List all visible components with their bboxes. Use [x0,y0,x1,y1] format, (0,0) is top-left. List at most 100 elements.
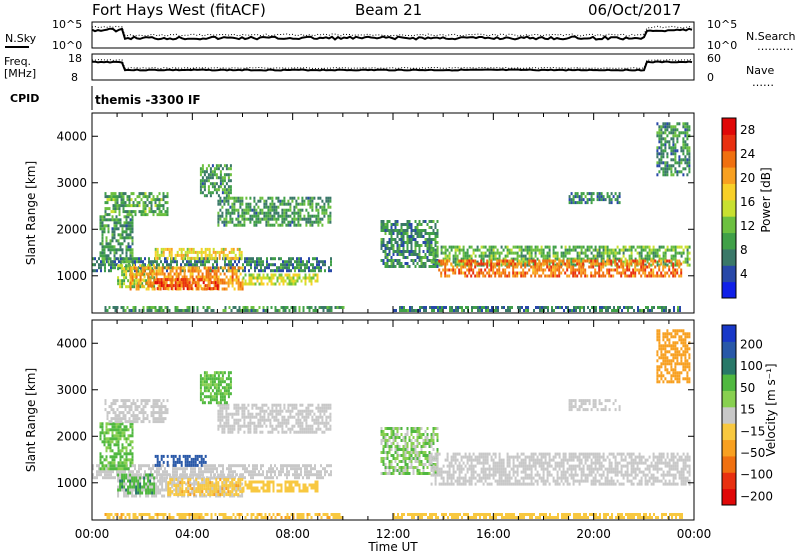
heatmap-cell [201,170,204,174]
heatmap-cell [219,182,222,186]
heatmap-cell [470,245,473,249]
heatmap-cell [268,276,271,280]
heatmap-cell [618,201,621,205]
heatmap-cell [230,263,232,267]
heatmap-cell [158,309,161,312]
heatmap-cell [298,260,300,264]
heatmap-cell [548,268,551,272]
heatmap-cell [471,309,473,312]
heatmap-cell [682,149,685,153]
heatmap-cell [136,204,139,208]
heatmap-cell [161,485,164,489]
heatmap-cell [162,281,165,285]
heatmap-cell [150,207,153,211]
heatmap-cell [590,198,593,202]
heatmap-cell [259,217,262,221]
heatmap-cell [390,235,393,238]
heatmap-cell [317,208,320,212]
heatmap-cell [153,287,156,291]
heatmap-cell [219,488,222,492]
heatmap-cell [117,425,120,429]
heatmap-cell [223,272,226,276]
heatmap-cell [139,281,142,285]
heatmap-cell [203,479,206,483]
heatmap-cell [125,464,128,468]
heatmap-cell [147,482,150,486]
heatmap-cell [221,281,224,285]
heatmap-cell [207,281,210,285]
heatmap-cell [634,274,637,278]
heatmap-cell [662,149,665,153]
heatmap-cell [498,268,501,272]
heatmap-cell [148,195,151,199]
heatmap-cell [229,278,232,282]
heatmap-cell [184,470,186,474]
heatmap-cell [316,276,319,280]
heatmap-cell [441,306,443,309]
heatmap-cell [598,195,601,199]
heatmap-cell [118,417,121,421]
heatmap-cell [290,276,293,280]
heatmap-cell [196,309,199,312]
heatmap-cell [129,278,132,282]
heatmap-cell [199,191,202,195]
heatmap-cell [103,464,106,468]
heatmap-cell [637,306,639,309]
heatmap-cell [94,476,96,480]
heatmap-cell [277,196,280,200]
heatmap-cell [156,399,159,403]
heatmap-cell [550,274,553,278]
heatmap-cell [602,195,605,199]
heatmap-cell [460,257,463,261]
heatmap-cell [564,245,567,249]
heatmap-cell [142,399,145,403]
heatmap-cell [219,202,222,206]
heatmap-cell [152,195,155,199]
heatmap-cell [131,270,134,274]
heatmap-cell [432,257,435,261]
heatmap-cell [552,259,555,263]
heatmap-cell [137,281,140,285]
heatmap-cell [286,273,289,277]
heatmap-cell [610,198,613,202]
heatmap-cell [122,207,125,211]
heatmap-cell [250,266,252,270]
heatmap-cell [303,214,306,218]
heatmap-cell [248,464,250,468]
heatmap-cell [280,470,282,474]
heatmap-cell [117,239,120,243]
heatmap-cell [238,464,240,468]
heatmap-cell [542,271,545,275]
heatmap-cell [506,245,509,249]
heatmap-cell [111,440,114,444]
heatmap-cell [98,263,100,267]
heatmap-cell [312,473,314,477]
heatmap-cell [149,281,152,285]
heatmap-cell [544,274,547,278]
heatmap-cell [183,272,186,276]
heatmap-cell [219,185,222,189]
heatmap-cell [672,254,675,258]
heatmap-cell [122,399,125,403]
heatmap-cell [399,306,401,309]
heatmap-cell [616,195,619,199]
heatmap-cell [233,269,236,273]
heatmap-cell [101,461,104,465]
heatmap-cell [213,167,216,171]
heatmap-cell [317,220,320,224]
heatmap-cell [590,271,593,275]
heatmap-cell [133,282,136,286]
heatmap-cell [298,464,300,468]
heatmap-cell [444,245,447,249]
heatmap-cell [165,281,168,285]
heatmap-cell [180,309,183,312]
heatmap-cell [304,276,307,280]
heatmap-cell [278,266,280,270]
heatmap-cell [212,467,214,471]
heatmap-cell [160,420,163,424]
heatmap-cell [680,170,683,174]
heatmap-cell [680,271,683,275]
heatmap-cell [662,125,665,129]
heatmap-cell [594,259,597,263]
heatmap-cell [166,399,169,403]
